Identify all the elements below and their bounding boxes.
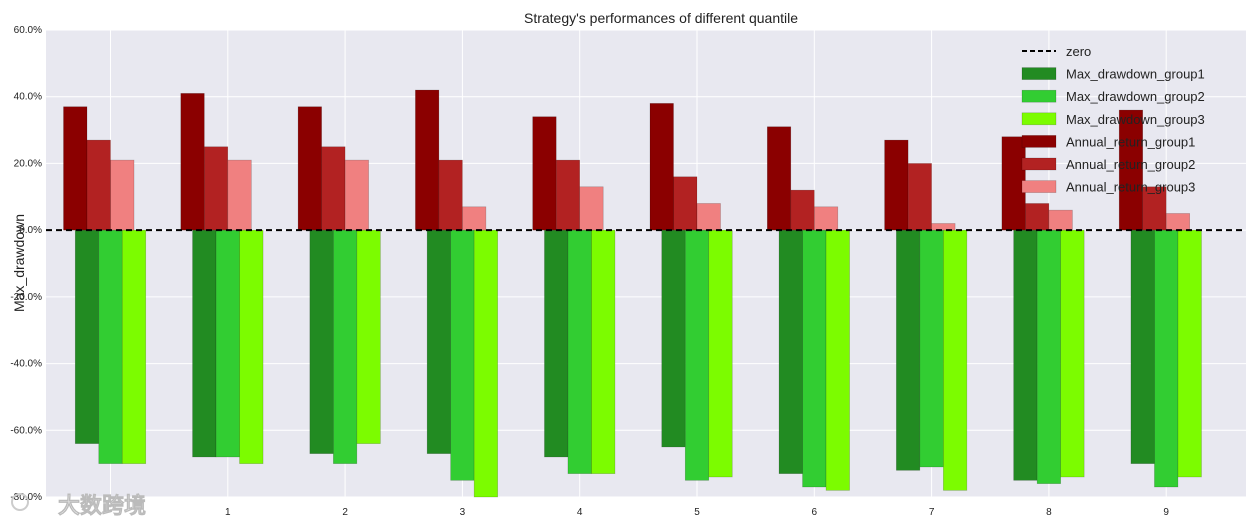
bar-annual-return-group1 [415,89,440,231]
x-tick-label: 1 [225,507,231,518]
bar-max-drawdown-group1 [309,229,334,454]
bar-annual-return-group1 [297,106,322,231]
bar-annual-return-group1 [180,93,205,231]
x-tick-label: 4 [577,507,583,518]
bar-annual-return-group3 [931,223,956,231]
watermark: 大数跨境 [11,493,146,519]
bar-max-drawdown-group2 [1036,229,1061,484]
chart-title: Strategy's performances of different qua… [524,10,798,26]
bar-max-drawdown-group2 [919,229,944,468]
legend-label-zero: zero [1066,44,1091,59]
y-tick-label: 20.0% [14,158,42,169]
legend: zero Max_drawdown_group1 Max_drawdown_grou… [1021,44,1205,195]
x-tick-label: 8 [1046,507,1052,518]
bar-max-drawdown-group3 [708,229,733,478]
bar-max-drawdown-group3 [825,229,850,491]
bar-annual-return-group2 [86,139,111,231]
bar-max-drawdown-group3 [1177,229,1202,478]
bar-max-drawdown-group1 [896,229,921,471]
bar-annual-return-group1 [766,126,792,231]
y-tick-label: -40.0% [10,359,42,370]
x-axis-ticks: 1 2 3 4 5 6 7 8 9 [225,507,1169,518]
bar-annual-return-group3 [579,186,604,231]
bar-max-drawdown-group1 [426,229,451,454]
x-tick-label: 3 [460,507,466,518]
y-axis-label: Max_drawdown [11,214,27,312]
bar-max-drawdown-group3 [239,229,264,464]
bar-max-drawdown-group2 [684,229,710,481]
bar-max-drawdown-group2 [98,229,123,464]
legend-swatch-annual-return-group2 [1021,157,1057,171]
bar-max-drawdown-group3 [1060,229,1085,478]
y-tick-label: -20.0% [10,292,42,303]
bar-annual-return-group2 [1142,186,1167,231]
bar-annual-return-group2 [204,146,229,231]
y-tick-label: 0.0% [19,225,42,236]
legend-label-annual-return-group1: Annual_return_group1 [1066,134,1195,149]
x-tick-label: 9 [1163,507,1169,518]
bar-max-drawdown-group1 [1013,229,1038,481]
bar-annual-return-group3 [462,206,487,231]
x-tick-label: 2 [342,507,348,518]
bar-annual-return-group3 [227,159,252,231]
legend-label-annual-return-group3: Annual_return_group3 [1066,180,1195,195]
bar-max-drawdown-group1 [661,229,686,448]
y-tick-label: -60.0% [10,425,42,436]
legend-swatch-max-drawdown-group2 [1021,89,1057,103]
bar-annual-return-group1 [649,103,674,231]
bar-annual-return-group3 [1048,209,1073,231]
legend-swatch-max-drawdown-group1 [1021,67,1057,80]
bar-max-drawdown-group2 [1154,229,1179,488]
bar-max-drawdown-group2 [450,229,475,481]
bar-max-drawdown-group3 [356,229,381,444]
legend-swatch-annual-return-group3 [1021,180,1057,193]
bar-annual-return-group3 [696,203,721,231]
x-tick-label: 7 [929,507,935,518]
watermark-text: 大数跨境 [58,493,146,519]
bar-annual-return-group2 [790,189,815,231]
y-tick-label: 40.0% [14,92,42,103]
bar-annual-return-group2 [907,163,932,231]
legend-label-max-drawdown-group3: Max_drawdown_group3 [1066,112,1205,127]
bar-max-drawdown-group1 [1130,229,1155,464]
bar-max-drawdown-group2 [215,229,240,458]
legend-swatch-max-drawdown-group3 [1021,112,1057,126]
bar-annual-return-group3 [110,159,135,231]
bar-annual-return-group2 [1025,203,1050,231]
bar-annual-return-group2 [321,146,346,231]
x-tick-label: 6 [812,507,818,518]
bar-max-drawdown-group2 [567,229,592,474]
y-tick-label: 60.0% [14,25,42,36]
bar-max-drawdown-group1 [74,229,100,444]
bar-max-drawdown-group1 [192,229,217,458]
bar-annual-return-group3 [1165,213,1190,231]
bar-max-drawdown-group3 [943,229,968,491]
legend-label-max-drawdown-group1: Max_drawdown_group1 [1066,67,1205,82]
bar-max-drawdown-group1 [544,229,569,458]
bar-annual-return-group1 [63,106,88,231]
legend-swatch-annual-return-group1 [1021,135,1057,148]
bar-max-drawdown-group2 [802,229,827,488]
bar-annual-return-group2 [673,176,698,231]
bar-annual-return-group1 [884,139,909,231]
bar-max-drawdown-group1 [778,229,803,474]
x-tick-label: 5 [694,507,700,518]
bar-annual-return-group3 [813,206,839,231]
bar-max-drawdown-group3 [591,229,616,474]
bars-group [63,89,1202,498]
bar-annual-return-group1 [532,116,557,231]
bar-annual-return-group3 [344,159,369,231]
watermark-logo-icon [11,493,29,511]
legend-label-annual-return-group2: Annual_return_group2 [1066,157,1195,172]
bar-annual-return-group2 [438,159,463,231]
bar-max-drawdown-group3 [121,229,147,464]
bar-annual-return-group2 [555,159,581,231]
legend-label-max-drawdown-group2: Max_drawdown_group2 [1066,89,1205,104]
bar-max-drawdown-group2 [333,229,358,464]
bar-max-drawdown-group3 [473,229,498,498]
